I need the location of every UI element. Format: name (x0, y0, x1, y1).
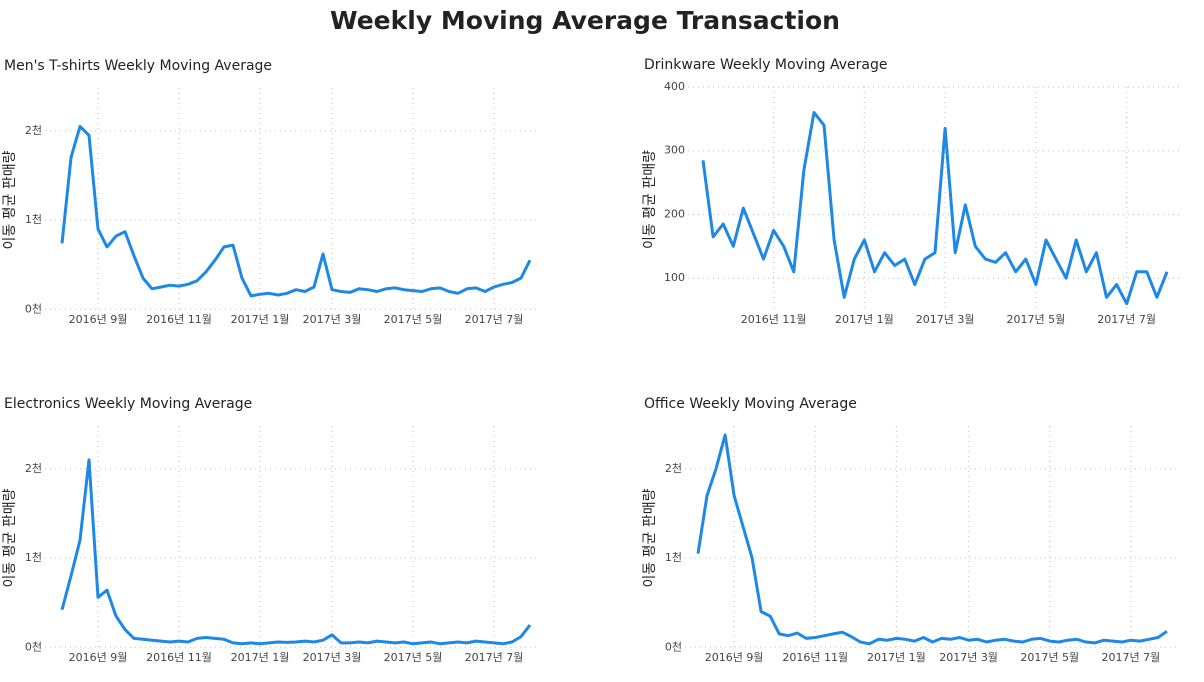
x-tick-label: 2016년 11월 (146, 651, 212, 664)
y-tick-label: 0천 (25, 301, 42, 315)
dashboard-title: Weekly Moving Average Transaction (330, 6, 840, 35)
x-tick-label: 2017년 3월 (303, 651, 362, 664)
x-tick-label: 2017년 7월 (1102, 651, 1161, 664)
x-tick-label: 2016년 9월 (69, 313, 128, 326)
y-tick-label: 0천 (665, 639, 682, 653)
x-tick-label: 2017년 7월 (1097, 313, 1156, 326)
x-tick-label: 2017년 1월 (231, 313, 290, 326)
x-tick-label: 2017년 5월 (384, 651, 443, 664)
y-tick-label: 1천 (665, 550, 682, 564)
y-tick-label: 2천 (665, 461, 682, 475)
y-tick-label: 2천 (25, 461, 42, 475)
chart-title: Office Weekly Moving Average (644, 396, 857, 412)
x-tick-label: 2016년 11월 (146, 313, 212, 326)
x-tick-label: 2017년 5월 (1007, 313, 1066, 326)
x-tick-label: 2017년 7월 (465, 651, 524, 664)
y-tick-label: 1천 (25, 212, 42, 226)
x-tick-label: 2017년 3월 (939, 651, 998, 664)
y-tick-label: 200 (664, 207, 685, 220)
x-tick-label: 2017년 3월 (916, 313, 975, 326)
x-tick-label: 2017년 1월 (867, 651, 926, 664)
chart-title: Drinkware Weekly Moving Average (644, 57, 887, 73)
line (696, 433, 1168, 646)
y-tick-label: 0천 (25, 639, 42, 653)
x-tick-label: 2016년 11월 (782, 651, 848, 664)
y-tick-label: 1천 (25, 550, 42, 564)
x-tick-label: 2017년 7월 (465, 313, 524, 326)
x-tick-label: 2016년 9월 (705, 651, 764, 664)
line (701, 111, 1169, 306)
x-tick-label: 2017년 5월 (1020, 651, 1079, 664)
chart-title: Men's T-shirts Weekly Moving Average (4, 58, 272, 74)
x-tick-label: 2016년 9월 (69, 651, 128, 664)
x-tick-label: 2017년 3월 (303, 313, 362, 326)
y-tick-label: 100 (664, 271, 685, 284)
x-tick-label: 2017년 5월 (384, 313, 443, 326)
x-tick-label: 2016년 11월 (741, 313, 807, 326)
x-tick-label: 2017년 1월 (835, 313, 894, 326)
y-tick-label: 2천 (25, 123, 42, 137)
y-tick-label: 300 (664, 144, 685, 157)
x-tick-label: 2017년 1월 (231, 651, 290, 664)
line (60, 124, 532, 298)
y-tick-label: 400 (664, 80, 685, 93)
y-axis-title: 이동 평균 판매량 (642, 488, 658, 587)
y-axis-title: 이동 평균 판매량 (2, 488, 18, 587)
y-axis-title: 이동 평균 판매량 (2, 150, 18, 249)
y-axis-title: 이동 평균 판매량 (642, 150, 658, 249)
line (60, 458, 532, 646)
chart-title: Electronics Weekly Moving Average (4, 396, 252, 412)
